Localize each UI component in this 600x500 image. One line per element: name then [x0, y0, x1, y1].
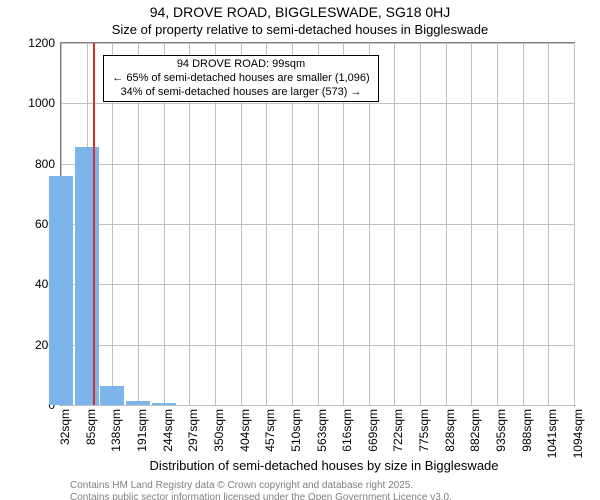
x-tick-label: 882sqm	[468, 409, 482, 452]
gridline-vertical	[574, 43, 575, 405]
plot-area: 02004006008001000120032sqm85sqm138sqm191…	[60, 42, 575, 406]
y-tick-label: 1200	[28, 36, 55, 50]
x-tick-label: 457sqm	[263, 409, 277, 452]
gridline-vertical	[497, 43, 498, 405]
x-tick-label: 404sqm	[238, 409, 252, 452]
chart-title: 94, DROVE ROAD, BIGGLESWADE, SG18 0HJ	[0, 4, 600, 20]
gridline-vertical	[523, 43, 524, 405]
footer-line-2: Contains public sector information licen…	[70, 492, 452, 500]
x-tick-label: 616sqm	[340, 409, 354, 452]
footer-line-1: Contains HM Land Registry data © Crown c…	[70, 480, 413, 491]
x-tick-label: 722sqm	[391, 409, 405, 452]
y-tick-label: 800	[35, 157, 55, 171]
x-tick-label: 244sqm	[161, 409, 175, 452]
x-tick-label: 775sqm	[417, 409, 431, 452]
property-marker-line	[93, 43, 95, 405]
x-tick-label: 935sqm	[494, 409, 508, 452]
x-tick-label: 1041sqm	[545, 409, 559, 458]
x-tick-label: 510sqm	[289, 409, 303, 452]
x-tick-label: 563sqm	[315, 409, 329, 452]
gridline-vertical	[420, 43, 421, 405]
x-tick-label: 191sqm	[135, 409, 149, 452]
x-tick-label: 828sqm	[443, 409, 457, 452]
x-axis-label: Distribution of semi-detached houses by …	[60, 458, 588, 473]
gridline-vertical	[471, 43, 472, 405]
annotation-line: 34% of semi-detached houses are larger (…	[110, 86, 372, 100]
gridline-horizontal	[61, 405, 574, 406]
gridline-vertical	[446, 43, 447, 405]
y-tick-label: 1000	[28, 96, 55, 110]
histogram-bar	[75, 147, 99, 405]
x-tick-label: 32sqm	[58, 409, 72, 445]
annotation-line: 94 DROVE ROAD: 99sqm	[110, 58, 372, 72]
x-tick-label: 988sqm	[520, 409, 534, 452]
annotation-line: ← 65% of semi-detached houses are smalle…	[110, 72, 372, 86]
histogram-bar	[152, 403, 176, 405]
histogram-bar	[126, 401, 150, 405]
x-tick-label: 669sqm	[366, 409, 380, 452]
x-tick-label: 1094sqm	[571, 409, 585, 458]
histogram-bar	[49, 176, 73, 405]
gridline-vertical	[394, 43, 395, 405]
annotation-box: 94 DROVE ROAD: 99sqm← 65% of semi-detach…	[103, 55, 379, 102]
chart-container: 94, DROVE ROAD, BIGGLESWADE, SG18 0HJ Si…	[0, 0, 600, 500]
chart-subtitle: Size of property relative to semi-detach…	[0, 22, 600, 37]
gridline-vertical	[548, 43, 549, 405]
x-tick-label: 85sqm	[84, 409, 98, 445]
histogram-bar	[100, 386, 124, 405]
x-tick-label: 297sqm	[186, 409, 200, 452]
x-tick-label: 350sqm	[212, 409, 226, 452]
x-tick-label: 138sqm	[109, 409, 123, 452]
